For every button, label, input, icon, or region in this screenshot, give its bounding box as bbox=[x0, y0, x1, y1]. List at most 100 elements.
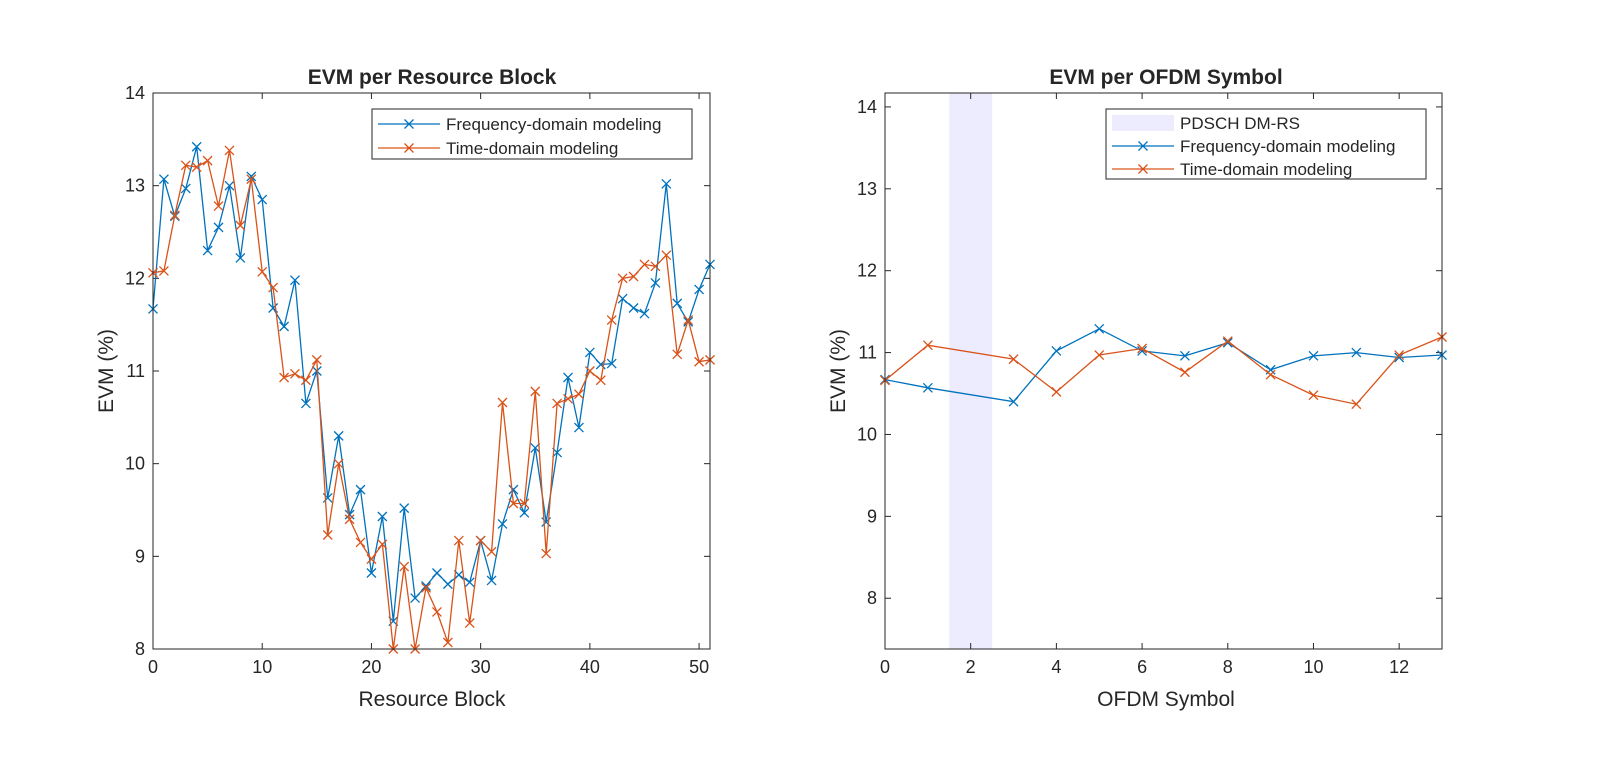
y-tick-label: 12 bbox=[125, 268, 145, 288]
y-tick-label: 11 bbox=[126, 361, 145, 381]
data-point-marker bbox=[1179, 367, 1190, 378]
legend-label: Frequency-domain modeling bbox=[1180, 137, 1395, 156]
x-tick-label: 40 bbox=[580, 657, 600, 677]
data-point-marker bbox=[650, 261, 661, 272]
y-tick-label: 13 bbox=[125, 176, 145, 196]
data-point-marker bbox=[300, 375, 311, 386]
data-point-marker bbox=[617, 273, 628, 284]
data-point-marker bbox=[235, 220, 246, 231]
data-point-marker bbox=[180, 183, 191, 194]
data-point-marker bbox=[1137, 343, 1148, 354]
data-point-marker bbox=[322, 530, 333, 540]
y-tick-label: 10 bbox=[857, 424, 877, 444]
y-tick-label: 14 bbox=[125, 83, 145, 103]
x-tick-label: 0 bbox=[148, 657, 158, 677]
data-point-marker bbox=[158, 265, 169, 276]
data-point-marker bbox=[672, 349, 683, 360]
data-point-marker bbox=[257, 266, 268, 277]
data-point-marker bbox=[639, 308, 650, 319]
chart-title: EVM per Resource Block bbox=[308, 66, 557, 89]
data-point-marker bbox=[661, 178, 672, 189]
data-point-marker bbox=[464, 577, 475, 588]
data-point-marker bbox=[344, 509, 355, 520]
data-point-marker bbox=[1051, 345, 1062, 356]
data-point-marker bbox=[497, 397, 508, 408]
data-point-marker bbox=[519, 507, 530, 518]
data-point-marker bbox=[606, 358, 617, 369]
x-tick-label: 20 bbox=[361, 657, 381, 677]
data-point-marker bbox=[246, 171, 257, 182]
data-point-marker bbox=[1265, 369, 1276, 380]
data-point-marker bbox=[246, 174, 257, 185]
data-point-marker bbox=[202, 245, 213, 256]
data-point-marker bbox=[421, 581, 431, 591]
legend-marker bbox=[1138, 164, 1148, 174]
data-point-marker bbox=[606, 315, 617, 325]
legend-marker bbox=[404, 143, 414, 153]
data-point-marker bbox=[563, 393, 573, 404]
y-tick-label: 9 bbox=[135, 546, 145, 566]
data-point-marker bbox=[410, 593, 421, 603]
x-tick-label: 10 bbox=[1303, 657, 1323, 677]
data-point-marker bbox=[573, 422, 584, 433]
y-axis-label: EVM (%) bbox=[827, 329, 850, 413]
data-point-marker bbox=[366, 554, 377, 565]
data-point-marker bbox=[1008, 396, 1019, 407]
data-point-marker bbox=[268, 282, 279, 293]
legend-patch-dmrs bbox=[1112, 115, 1174, 131]
legend-label: Time-domain modeling bbox=[446, 139, 618, 158]
data-point-marker bbox=[639, 259, 650, 270]
x-axis-label: Resource Block bbox=[358, 688, 506, 711]
data-point-marker bbox=[1222, 336, 1233, 347]
data-point-marker bbox=[377, 511, 388, 522]
data-point-marker bbox=[1394, 350, 1405, 360]
data-point-marker bbox=[366, 568, 377, 578]
data-point-marker bbox=[377, 539, 388, 550]
data-point-marker bbox=[541, 548, 552, 559]
data-point-marker bbox=[432, 568, 442, 578]
plot-area bbox=[153, 93, 710, 649]
data-point-marker bbox=[1222, 337, 1233, 348]
legend: PDSCH DM-RS Frequency-domain modeling Time… bbox=[1105, 108, 1427, 180]
x-axis-label: OFDM Symbol bbox=[1097, 688, 1235, 711]
data-point-marker bbox=[475, 535, 486, 546]
y-tick-label: 8 bbox=[867, 588, 877, 608]
data-point-marker bbox=[1008, 354, 1019, 365]
data-point-marker bbox=[355, 484, 366, 495]
data-point-marker bbox=[530, 386, 541, 397]
x-tick-label: 12 bbox=[1389, 657, 1409, 677]
y-tick-label: 8 bbox=[135, 639, 145, 659]
data-point-marker bbox=[519, 498, 530, 509]
data-point-marker bbox=[1179, 350, 1190, 361]
data-point-marker bbox=[311, 366, 322, 376]
data-point-marker bbox=[486, 546, 497, 557]
data-point-marker bbox=[290, 368, 300, 379]
data-point-marker bbox=[235, 252, 246, 263]
data-point-marker bbox=[661, 250, 672, 261]
data-point-marker bbox=[279, 321, 290, 332]
data-point-marker bbox=[922, 382, 933, 393]
data-point-marker bbox=[1094, 323, 1105, 334]
data-point-marker bbox=[584, 347, 595, 358]
x-tick-label: 0 bbox=[880, 657, 890, 677]
data-point-marker bbox=[224, 145, 235, 156]
data-point-marker bbox=[213, 201, 224, 212]
data-point-marker bbox=[180, 160, 191, 171]
data-point-marker bbox=[683, 315, 694, 325]
data-point-marker bbox=[1094, 350, 1105, 360]
series-line-frequency-domain bbox=[152, 146, 711, 622]
data-point-marker bbox=[694, 284, 705, 295]
data-point-marker bbox=[1308, 350, 1319, 361]
data-point-marker bbox=[290, 275, 300, 286]
data-point-marker bbox=[344, 514, 355, 525]
x-tick-label: 10 bbox=[252, 657, 272, 677]
data-point-marker bbox=[311, 354, 322, 365]
data-point-marker bbox=[508, 498, 519, 509]
data-point-marker bbox=[399, 503, 410, 514]
legend-box bbox=[371, 108, 693, 160]
data-point-marker bbox=[672, 298, 683, 309]
y-tick-label: 12 bbox=[857, 261, 877, 281]
chart-evm-per-ofdm-symbol: EVM per OFDM Symbol OFDM Symbol EVM (%) … bbox=[827, 66, 1447, 711]
legend-marker bbox=[404, 119, 414, 129]
data-point-marker bbox=[442, 637, 453, 648]
